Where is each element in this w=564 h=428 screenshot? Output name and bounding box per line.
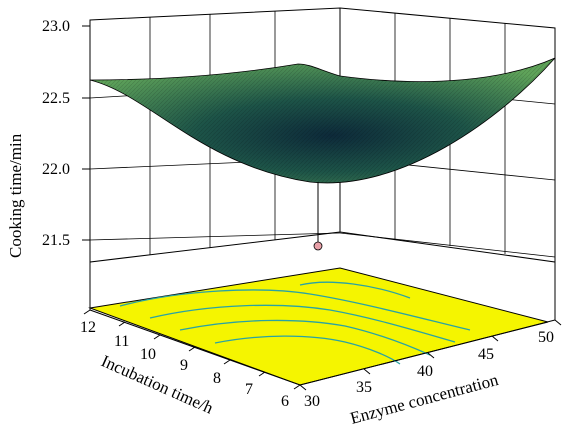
x-tick-label: 45 — [478, 346, 494, 363]
y-tick-label: 8 — [213, 370, 221, 387]
x-tick-label: 35 — [356, 379, 372, 396]
floor-contours — [119, 281, 471, 365]
x-tick-label: 30 — [304, 393, 320, 410]
y-tick-label: 12 — [80, 319, 96, 336]
response-surface — [89, 57, 556, 184]
z-tick-label: 21.5 — [42, 232, 70, 249]
x-tick-label: 40 — [417, 363, 433, 380]
y-tick-label: 11 — [114, 333, 129, 350]
y-tick-label: 7 — [245, 381, 253, 398]
y-tick-label: 9 — [180, 357, 188, 374]
x-axis-ticks — [299, 319, 562, 391]
design-point — [313, 241, 323, 251]
z-tick-label: 23.0 — [42, 18, 70, 35]
floor-contour-plane — [88, 267, 549, 386]
x-tick-label: 50 — [538, 329, 554, 346]
z-axis-label: Cooking time/min — [6, 133, 25, 258]
z-tick-label: 22.5 — [42, 90, 70, 107]
y-axis-label: Incubation time/h — [98, 351, 216, 418]
y-tick-label: 10 — [140, 346, 156, 363]
y-axis-ticks — [83, 309, 301, 390]
z-tick-label: 22.0 — [42, 161, 70, 178]
y-tick-label: 6 — [281, 393, 289, 410]
z-axis-ticks — [82, 25, 90, 241]
